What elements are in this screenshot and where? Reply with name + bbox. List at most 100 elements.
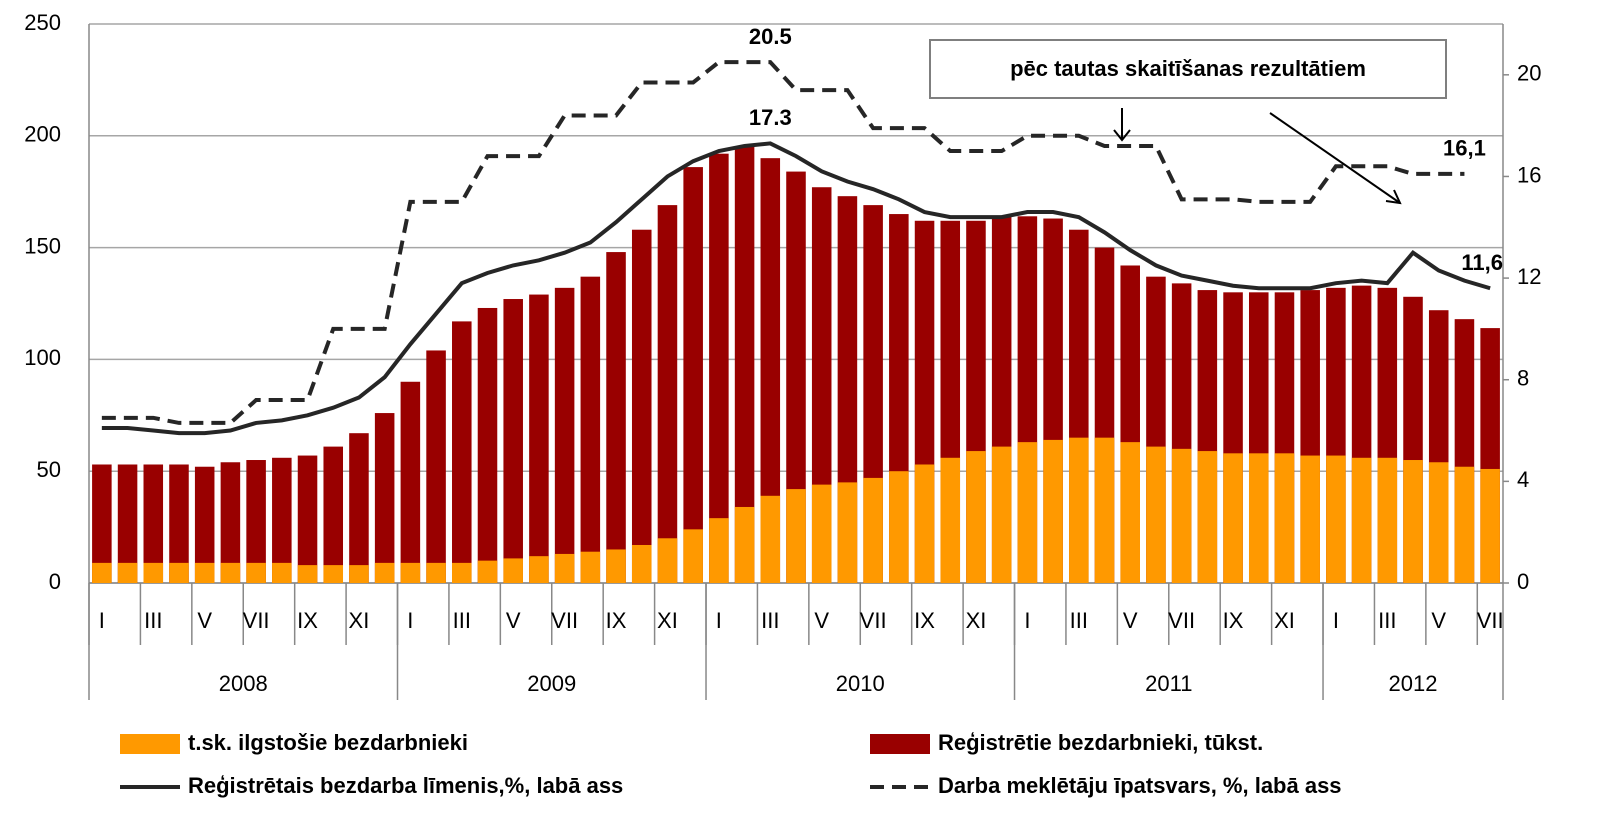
x-tick-label: V (197, 608, 212, 633)
y-tick-label: 50 (37, 457, 61, 482)
bar (477, 307, 498, 583)
bar (966, 451, 986, 583)
bar (991, 446, 1012, 583)
bar (631, 229, 652, 583)
x-tick-label: I (716, 608, 722, 633)
x-tick-label: VII (551, 608, 578, 633)
bar (529, 556, 549, 583)
legend-swatch (120, 734, 180, 754)
bar (1146, 446, 1166, 583)
legend-label: Reģistrētie bezdarbnieki, tūkst. (938, 730, 1263, 755)
bar (503, 558, 523, 583)
bar (580, 276, 601, 583)
legend-label: Darba meklētāju īpatsvars, %, labā ass (938, 773, 1342, 798)
x-tick-label: V (1123, 608, 1138, 633)
bar (477, 560, 498, 583)
bar (786, 489, 806, 583)
x-tick-label: IX (606, 608, 627, 633)
x-tick-label: VII (243, 608, 270, 633)
x-tick-label: V (506, 608, 521, 633)
bar (143, 562, 164, 583)
bar (889, 471, 909, 583)
bar (349, 433, 369, 583)
bar (940, 457, 961, 583)
data-label: 11,6 (1461, 250, 1503, 275)
bar (811, 187, 832, 583)
arrow-head (1113, 129, 1131, 142)
bar (92, 464, 112, 583)
x-tick-label: I (1024, 608, 1030, 633)
legend: t.sk. ilgstošie bezdarbnieki Reģistrētie … (120, 730, 1342, 798)
bar (554, 553, 575, 583)
bar (863, 477, 883, 583)
y2-tick-label: 0 (1517, 569, 1529, 594)
x-tick-label: IX (914, 608, 935, 633)
bar (1197, 451, 1218, 583)
bar (529, 294, 549, 583)
x-tick-label: XI (1274, 608, 1295, 633)
bar (400, 381, 421, 583)
bar (580, 551, 601, 583)
bar (374, 413, 395, 583)
bar (1248, 453, 1269, 583)
bars (92, 146, 1500, 584)
bar (452, 321, 472, 583)
bar (811, 484, 832, 583)
bar (709, 153, 729, 584)
x-tick-label: I (99, 608, 105, 633)
bar (426, 562, 446, 583)
bar (786, 171, 806, 584)
bar (349, 565, 369, 583)
bar (1403, 460, 1423, 583)
bar (657, 205, 678, 583)
annotation-box (929, 39, 1447, 99)
bar (194, 562, 215, 583)
bar (1094, 437, 1115, 583)
x-tick-label: III (453, 608, 471, 633)
arrow (1269, 112, 1401, 204)
year-label: 2009 (527, 671, 576, 696)
bar (1351, 457, 1372, 583)
bar (631, 544, 652, 583)
bar (220, 562, 241, 583)
bar (272, 457, 292, 583)
bar (554, 287, 575, 583)
bar (246, 562, 266, 583)
y-tick-label: 200 (24, 122, 61, 147)
bar (297, 455, 318, 583)
x-tick-label: V (814, 608, 829, 633)
bar (709, 518, 729, 583)
bar (426, 350, 446, 583)
bar (297, 565, 318, 583)
x-tick-label: III (761, 608, 779, 633)
bar (683, 529, 703, 583)
data-label: 17.3 (749, 105, 792, 130)
x-tick-label: XI (966, 608, 987, 633)
bar (734, 146, 755, 584)
x-tick-label: III (144, 608, 162, 633)
bar (374, 562, 395, 583)
legend-swatch (870, 734, 930, 754)
line (101, 141, 1491, 436)
x-tick-label: IX (1223, 608, 1244, 633)
bar (1377, 457, 1398, 583)
year-label: 2011 (1145, 671, 1192, 696)
bar (220, 462, 241, 583)
x-tick-label: V (1431, 608, 1446, 633)
y2-tick-label: 8 (1517, 366, 1529, 391)
bar (117, 562, 138, 583)
x-tick-label: VII (1477, 608, 1504, 633)
bar (323, 446, 344, 583)
x-tick-label: I (1333, 608, 1339, 633)
data-label: 20.5 (749, 24, 792, 49)
bar (1043, 439, 1063, 583)
bar (1274, 453, 1295, 583)
bar (606, 252, 626, 583)
data-label: 16,1 (1443, 136, 1486, 161)
bar (1480, 468, 1500, 583)
bar (837, 482, 858, 583)
x-tick-label: VII (1168, 608, 1195, 633)
x-tick-label: III (1070, 608, 1088, 633)
bar (272, 562, 292, 583)
